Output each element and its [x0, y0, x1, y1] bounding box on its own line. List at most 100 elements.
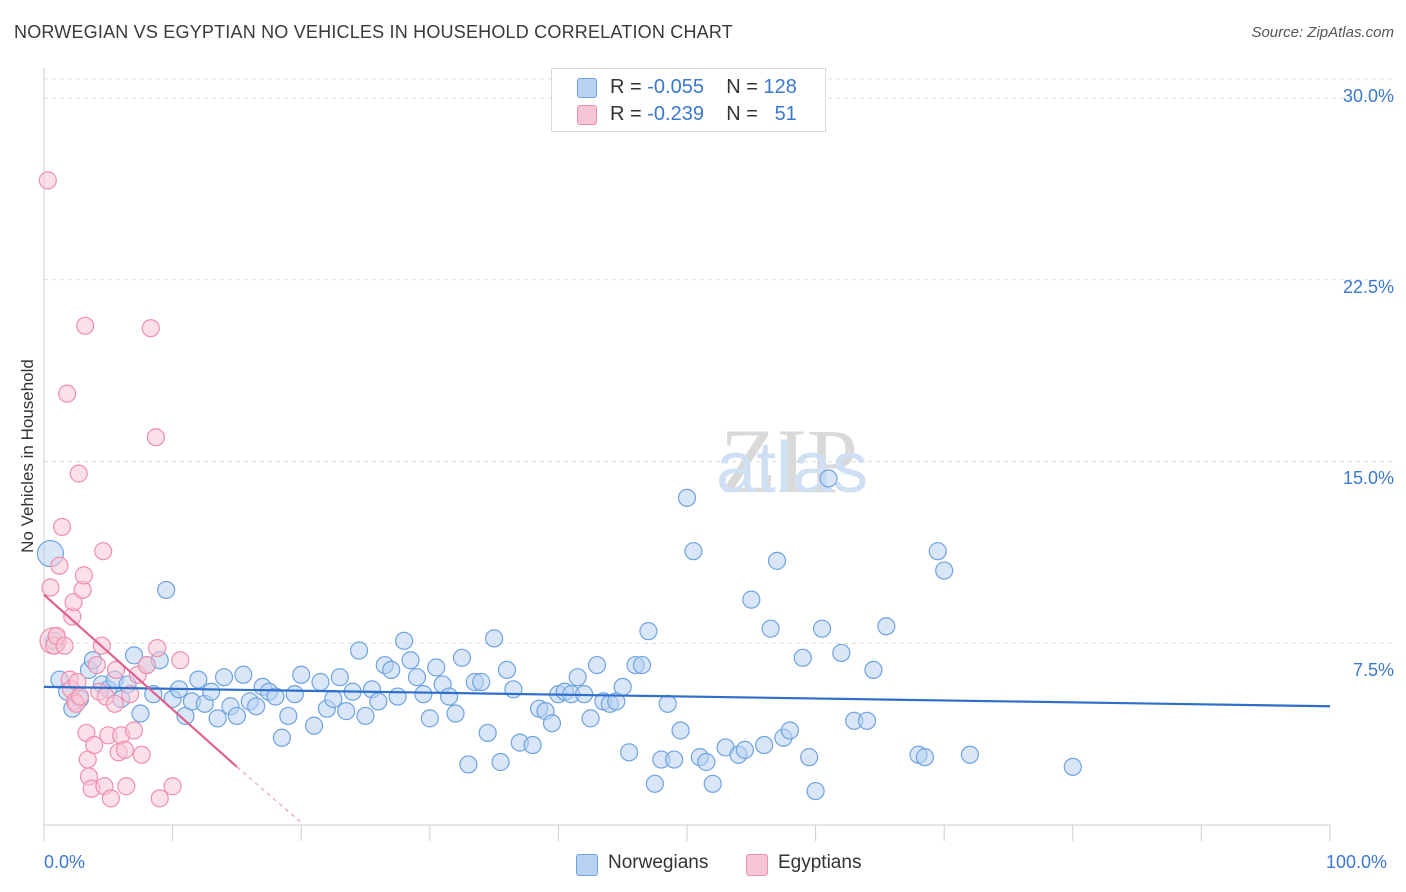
norwegians-point — [793, 648, 812, 667]
norwegians-point — [632, 655, 652, 675]
norwegians-point — [928, 542, 947, 561]
norwegians-point — [208, 709, 227, 728]
norwegians-point — [497, 660, 517, 680]
legend-n-value: 128 — [763, 76, 797, 98]
legend-n-value: 51 — [774, 103, 797, 125]
norwegians-point — [915, 748, 935, 767]
norwegians-point — [684, 542, 703, 561]
norwegians-point — [832, 643, 851, 663]
norwegians-swatch — [577, 78, 597, 98]
egyptians-point — [117, 777, 136, 796]
norwegians-point — [523, 735, 542, 755]
norwegians-point — [960, 745, 980, 764]
norwegians-point — [542, 714, 562, 733]
egyptians-point — [124, 721, 144, 740]
norwegians-point — [214, 668, 234, 687]
norwegians-point — [755, 735, 774, 755]
norwegians-point — [504, 680, 523, 699]
norwegians-point — [568, 668, 587, 687]
norwegians-point — [472, 672, 491, 692]
norwegians-point — [658, 694, 677, 713]
norwegians-point — [234, 665, 253, 684]
y-tick-label: 30.0% — [1342, 86, 1394, 106]
watermark-zip: ZIP — [720, 410, 858, 512]
y-tick-label: 7.5% — [1352, 660, 1394, 680]
egyptians-point — [76, 316, 95, 335]
norwegians-point — [349, 641, 369, 660]
norwegians-point — [382, 660, 401, 680]
norwegians-point — [304, 716, 324, 735]
egyptians-point — [87, 655, 106, 675]
norwegians-point — [697, 752, 716, 772]
norwegians-point — [767, 551, 787, 570]
egyptians-point — [137, 655, 156, 675]
egyptians-point — [148, 638, 167, 658]
norwegians-point — [935, 561, 954, 580]
legend-r-value: -0.239 — [647, 103, 704, 125]
egyptians-point — [85, 735, 104, 755]
norwegians-point — [613, 677, 632, 696]
norwegians-point — [394, 631, 414, 650]
norwegians-legend-label: Norwegians — [608, 852, 709, 873]
norwegians-point — [742, 590, 761, 609]
egyptians-point — [52, 517, 72, 537]
norwegians-point — [131, 704, 150, 723]
norwegians-points — [36, 469, 1082, 801]
norwegians-point — [407, 668, 427, 687]
norwegians-point — [279, 706, 298, 726]
norwegians-trend-line — [43, 685, 1331, 708]
norwegians-point — [266, 687, 285, 706]
norwegians-point — [356, 706, 375, 726]
norwegians-point — [587, 655, 607, 675]
norwegians-point — [703, 774, 722, 793]
norwegians-point — [581, 709, 600, 728]
legend-r-label: R = — [610, 76, 642, 98]
egyptians-trend-line — [43, 593, 238, 768]
egyptians-point — [58, 384, 77, 403]
norwegians-point — [800, 748, 819, 767]
egyptians-point — [101, 789, 120, 808]
y-tick-label: 15.0% — [1342, 468, 1394, 488]
norwegians-point — [401, 651, 420, 670]
norwegians-point — [189, 670, 208, 689]
norwegians-point — [639, 622, 658, 641]
norwegians-point — [227, 706, 246, 726]
norwegians-legend-swatch — [576, 854, 598, 876]
norwegians-point — [806, 781, 825, 801]
norwegians-point — [459, 755, 478, 774]
norwegians-point — [485, 629, 504, 648]
egyptians-points — [38, 171, 190, 808]
norwegians-point — [388, 687, 407, 706]
chart-source: Source: ZipAtlas.com — [1251, 24, 1394, 41]
norwegians-point — [877, 617, 896, 636]
x-tick-label-min: 0.0% — [44, 852, 86, 872]
norwegians-point — [439, 687, 459, 706]
legend-n-label: N = — [726, 103, 758, 125]
norwegians-point — [857, 711, 877, 730]
egyptians-point — [38, 171, 57, 190]
norwegians-point — [452, 648, 472, 667]
norwegians-point — [292, 665, 311, 684]
watermark-atlas: atlas — [716, 428, 868, 508]
egyptians-point — [171, 651, 190, 670]
norwegians-point — [420, 709, 439, 728]
norwegians-point — [427, 658, 446, 677]
egyptians-point — [64, 592, 83, 612]
norwegians-point — [819, 469, 838, 488]
norwegians-point — [272, 728, 292, 747]
norwegians-point — [677, 488, 697, 507]
egyptians-point — [121, 685, 140, 704]
trend-lines — [43, 593, 1331, 824]
legend-r-label: R = — [610, 103, 642, 125]
norwegians-point — [645, 774, 664, 793]
norwegians-point — [446, 704, 465, 723]
norwegians-point — [285, 685, 304, 704]
egyptians-point — [70, 687, 90, 706]
egyptians-point — [141, 319, 160, 338]
egyptians-point — [106, 660, 126, 680]
egyptians-point — [146, 428, 165, 447]
egyptians-point — [163, 777, 182, 796]
egyptians-point — [74, 566, 93, 585]
norwegians-point — [330, 668, 349, 687]
